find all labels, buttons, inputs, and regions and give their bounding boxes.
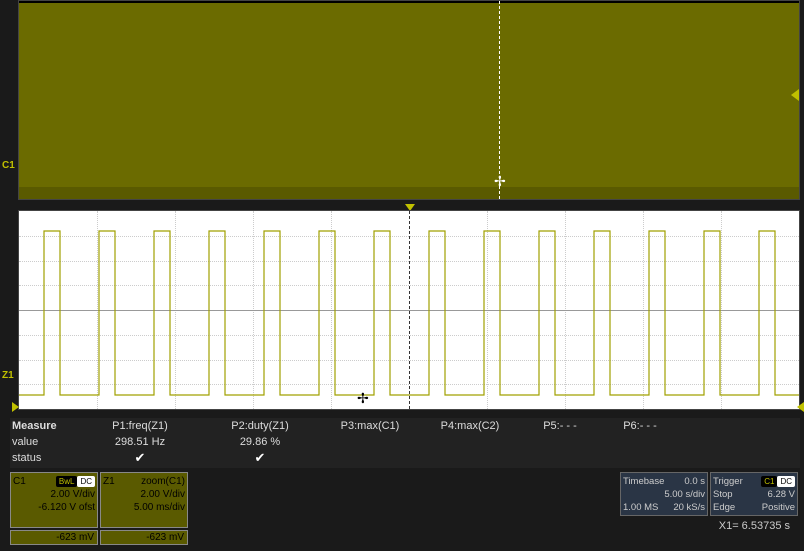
trigger-mode: Stop xyxy=(713,488,733,501)
c1-scale: 2.00 V/div xyxy=(13,488,95,501)
cursor-x1-readout: X1= 6.53735 s xyxy=(719,520,790,532)
vertical-cursor[interactable] xyxy=(499,1,500,199)
bwl-badge: BwL xyxy=(56,476,78,487)
p2-label[interactable]: P2:duty(Z1) xyxy=(200,420,320,432)
main-waveform-panel[interactable]: ✢ xyxy=(18,0,800,200)
c1-offset: -6.120 V ofst xyxy=(13,501,95,514)
z1-box-label: Z1 xyxy=(103,475,115,488)
trigger-title: Trigger xyxy=(713,475,743,488)
p5-label[interactable]: P5:- - - xyxy=(520,420,600,432)
timebase-delay: 0.0 s xyxy=(684,475,705,488)
zoom-z1-label: Z1 xyxy=(2,370,14,381)
p6-label[interactable]: P6:- - - xyxy=(600,420,680,432)
trigger-level-icon[interactable] xyxy=(791,89,799,101)
z1-time: 5.00 ms/div xyxy=(103,501,185,514)
timebase-rate: 20 kS/s xyxy=(673,501,705,514)
trigger-src-badge: C1 xyxy=(761,476,777,487)
z1-mode: zoom(C1) xyxy=(141,475,185,488)
value-row-label: value xyxy=(10,436,80,448)
c1-box-label: C1 xyxy=(13,475,26,488)
dc-badge: DC xyxy=(77,476,95,487)
trigger-coupling-badge: DC xyxy=(777,476,795,487)
trigger-box[interactable]: Trigger C1DC Stop 6.28 V Edge Positive xyxy=(710,472,798,516)
z1-scale: 2.00 V/div xyxy=(103,488,185,501)
timebase-box[interactable]: Timebase 0.0 s 5.00 s/div 1.00 MS 20 kS/s xyxy=(620,472,708,516)
timebase-mem: 1.00 MS xyxy=(623,501,658,514)
p2-status: ✔ xyxy=(200,450,320,466)
p3-label[interactable]: P3:max(C1) xyxy=(320,420,420,432)
zoom-cursor-crosshair-icon[interactable]: ✢ xyxy=(357,390,371,404)
c1-trace-base xyxy=(19,187,799,199)
c1-trace xyxy=(19,3,799,189)
right-settings-row: Timebase0.0 s 5.00 s/div 1.00 MS20 kS/s … xyxy=(620,472,798,516)
trigger-slope: Positive xyxy=(762,501,795,514)
channel-readings: -623 mV -623 mV xyxy=(10,530,188,545)
trigger-type: Edge xyxy=(713,501,735,514)
p1-label[interactable]: P1:freq(Z1) xyxy=(80,420,200,432)
c1-reading: -623 mV xyxy=(10,530,98,545)
p1-status: ✔ xyxy=(80,450,200,466)
trigger-level: 6.28 V xyxy=(768,488,795,501)
channel-settings-row: C1 BwLDC 2.00 V/div -6.120 V ofst Z1 zoo… xyxy=(10,472,188,528)
p2-value: 29.86 % xyxy=(200,436,320,448)
scroll-left-icon[interactable] xyxy=(12,402,19,412)
measure-panel: Measure P1:freq(Z1) P2:duty(Z1) P3:max(C… xyxy=(10,418,800,468)
timebase-title: Timebase xyxy=(623,475,664,488)
status-row-label: status xyxy=(10,452,80,464)
p1-value: 298.51 Hz xyxy=(80,436,200,448)
cursor-crosshair-icon[interactable]: ✢ xyxy=(494,173,508,187)
z1-trace xyxy=(19,211,799,411)
z1-settings-box[interactable]: Z1 zoom(C1) 2.00 V/div 5.00 ms/div xyxy=(100,472,188,528)
timebase-scale: 5.00 s/div xyxy=(664,488,705,501)
p4-label[interactable]: P4:max(C2) xyxy=(420,420,520,432)
zoom-waveform-panel[interactable] xyxy=(18,210,800,410)
z1-reading: -623 mV xyxy=(100,530,188,545)
channel-c1-label: C1 xyxy=(2,160,15,171)
measure-header: Measure xyxy=(10,420,80,432)
c1-settings-box[interactable]: C1 BwLDC 2.00 V/div -6.120 V ofst xyxy=(10,472,98,528)
scroll-right-icon[interactable] xyxy=(797,402,804,412)
